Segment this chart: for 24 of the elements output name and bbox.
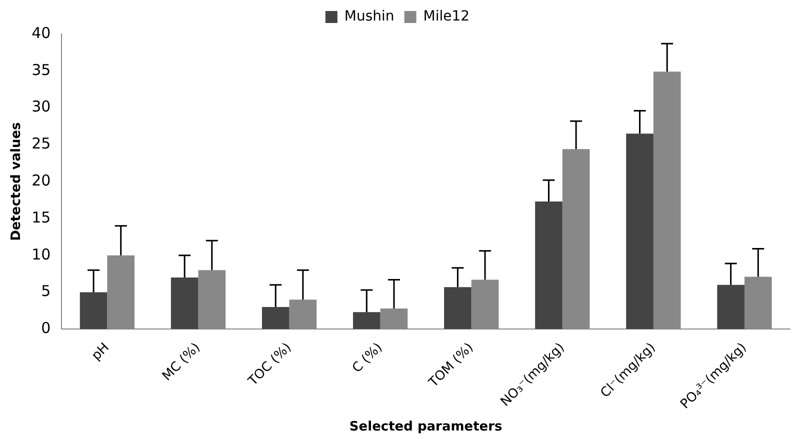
bar <box>170 278 198 330</box>
bar <box>444 287 472 330</box>
bar <box>535 202 562 330</box>
y-tick-label: 25 <box>32 134 51 153</box>
y-tick-label: 30 <box>32 98 51 116</box>
y-tick-label: 10 <box>32 245 51 264</box>
bar <box>717 284 744 330</box>
y-tick-label: 0 <box>41 319 51 338</box>
bar <box>262 307 290 330</box>
y-tick-label: 15 <box>32 208 51 226</box>
y-tick-label: 20 <box>32 171 51 190</box>
x-tick-label: MC (%) <box>160 340 204 384</box>
y-tick-label: 40 <box>32 24 51 42</box>
bar <box>80 292 108 330</box>
bar <box>353 312 380 330</box>
y-axis-title: Detected values <box>9 122 24 241</box>
x-tick-label: pH <box>89 340 112 364</box>
y-tick-label: 5 <box>41 282 51 300</box>
legend-label: Mushin <box>344 8 394 25</box>
bar <box>626 134 654 330</box>
x-tick-label: C (%) <box>350 340 386 376</box>
legend-label: Mile12 <box>423 8 470 25</box>
x-axis-title: Selected parameters <box>349 420 503 435</box>
y-tick-label: 35 <box>32 60 51 79</box>
